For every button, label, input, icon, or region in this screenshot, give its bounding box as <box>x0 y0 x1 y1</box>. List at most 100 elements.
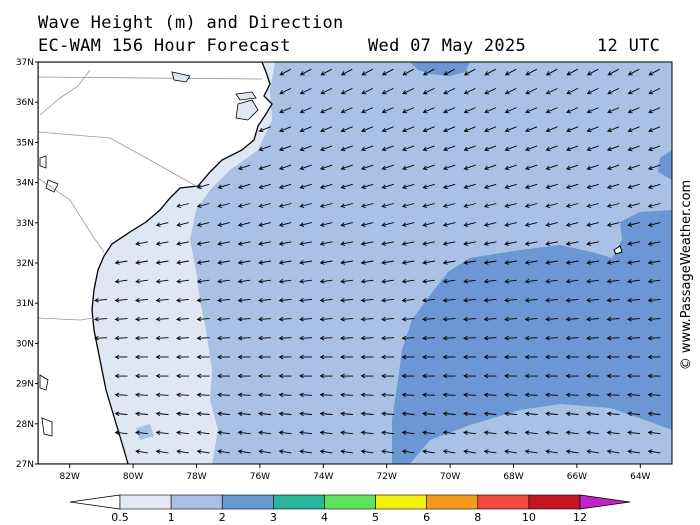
wave-arrow <box>647 241 661 246</box>
wave-arrow <box>381 203 394 208</box>
wave-arrow <box>340 449 353 454</box>
wave-arrow <box>442 335 456 341</box>
wave-arrow <box>565 392 579 398</box>
colorbar-segment <box>170 494 223 510</box>
wave-arrow <box>545 279 558 284</box>
wave-arrow <box>402 107 415 114</box>
wave-arrow <box>504 298 518 303</box>
wave-arrow <box>155 279 169 284</box>
wave-arrow <box>340 222 353 227</box>
wave-arrow <box>483 411 497 417</box>
wave-arrow <box>360 449 374 454</box>
wave-arrow <box>586 164 599 171</box>
wave-arrow <box>504 260 517 265</box>
wave-arrow <box>258 373 272 379</box>
wave-arrow <box>176 241 189 246</box>
wave-arrow <box>381 222 394 227</box>
wave-arrow <box>442 241 456 246</box>
wave-arrow <box>196 411 210 417</box>
wave-arrow <box>237 430 251 435</box>
wave-arrow <box>340 430 354 435</box>
colorbar-label: 8 <box>474 511 481 524</box>
wave-arrow <box>401 373 415 379</box>
wave-arrow <box>422 354 436 360</box>
wave-arrow <box>443 68 456 76</box>
wave-arrow <box>647 222 661 227</box>
lat-tick-label: 33N <box>16 219 34 229</box>
wave-arrow <box>545 298 559 303</box>
wave-arrow <box>566 87 579 95</box>
wave-arrow <box>217 298 231 303</box>
wave-arrow <box>196 241 210 246</box>
wave-arrow <box>278 279 292 284</box>
wave-arrow <box>463 68 476 76</box>
wave-arrow <box>319 354 333 360</box>
wave-arrow <box>442 392 456 398</box>
lon-tick-label: 72W <box>377 472 397 482</box>
wave-arrow <box>586 87 599 95</box>
wave-arrow <box>566 145 579 152</box>
wave-arrow <box>340 373 354 379</box>
wave-arrow <box>320 145 333 152</box>
wave-arrow <box>401 164 415 171</box>
wave-arrow <box>278 354 292 360</box>
wave-arrow <box>155 298 169 303</box>
wave-arrow <box>176 373 190 379</box>
wave-arrow <box>319 183 333 190</box>
wave-arrow <box>299 126 312 133</box>
colorbar-segment <box>324 494 376 510</box>
wave-arrow <box>463 430 477 435</box>
wave-arrow <box>647 203 661 208</box>
wave-arrow <box>463 107 476 114</box>
wave-arrow <box>340 335 354 341</box>
wave-arrow <box>258 316 272 322</box>
wave-arrow <box>442 449 456 454</box>
lon-tick-label: 78W <box>186 472 206 482</box>
wave-arrow <box>483 335 497 341</box>
wave-arrow <box>360 373 374 379</box>
lake-outline <box>39 155 47 169</box>
wave-arrow <box>340 145 353 152</box>
wave-arrow <box>606 222 620 227</box>
wave-arrow <box>463 222 476 227</box>
wave-arrow <box>135 335 149 341</box>
wave-arrow <box>586 107 599 114</box>
wave-arrow <box>586 335 600 341</box>
wave-arrow <box>196 260 210 265</box>
wave-arrow <box>627 411 641 417</box>
wave-arrow <box>627 145 640 152</box>
wave-arrow <box>176 222 189 227</box>
wave-arrow <box>237 279 251 284</box>
wave-arrow <box>586 260 599 265</box>
wave-arrow <box>525 87 538 95</box>
wave-arrow <box>401 354 415 360</box>
wave-arrow <box>217 183 230 190</box>
wave-arrow <box>114 260 128 265</box>
wave-arrow <box>627 164 640 171</box>
wave-arrow <box>340 260 353 265</box>
wave-arrow <box>565 373 579 379</box>
wave-arrow <box>606 449 620 454</box>
wave-arrow <box>504 430 518 435</box>
wave-arrow <box>525 107 538 114</box>
wave-arrow <box>422 392 436 398</box>
wave-arrow <box>627 392 641 398</box>
wave-arrow <box>217 335 231 341</box>
wave-arrow <box>299 373 313 379</box>
wave-arrow <box>381 316 395 322</box>
wave-arrow <box>278 241 292 246</box>
wave-arrow <box>627 107 640 114</box>
wave-arrow <box>586 354 600 360</box>
colorbar-high-end <box>579 494 631 510</box>
wave-arrow <box>442 354 456 360</box>
wave-arrow <box>401 241 415 246</box>
wave-arrow <box>401 449 415 454</box>
wave-arrow <box>627 260 640 265</box>
wave-arrow <box>361 87 374 95</box>
colorbar-label: 0.5 <box>111 511 129 524</box>
wave-arrow <box>545 145 558 152</box>
wave-arrow <box>299 430 313 435</box>
wave-direction-arrows <box>94 68 661 454</box>
wave-arrow <box>299 164 312 171</box>
lon-tick-label: 82W <box>60 472 80 482</box>
